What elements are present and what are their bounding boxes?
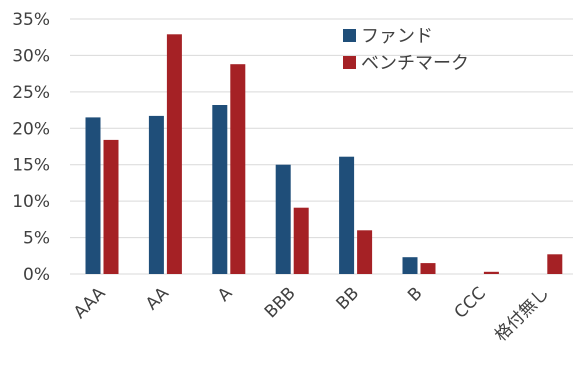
fund-bar-3 [212,105,228,274]
benchmark-bar-3 [230,64,246,274]
legend-label-benchmark: ベンチマーク [361,53,469,74]
x-tick-label: AAA [70,283,110,323]
x-tick-label: BBB [261,283,300,322]
x-axis-ticks: AAA AA A BBB BB B CCC 格付無し [70,283,553,345]
benchmark-bar-6 [420,263,436,274]
x-tick-label: B [404,283,426,305]
y-tick-label: 15% [12,156,50,176]
gridlines [70,18,573,275]
bars [85,34,563,275]
x-tick-label: AA [142,283,173,314]
fund-bar-2 [148,115,164,275]
legend: ファンド ベンチマーク [343,26,469,74]
benchmark-bar-1 [103,139,119,274]
y-tick-label: 25% [12,83,50,103]
y-tick-label: 20% [12,119,50,139]
y-tick-label: 5% [23,229,50,249]
benchmark-bar-4 [293,207,309,274]
y-tick-label: 10% [12,192,50,212]
y-tick-label: 0% [23,265,50,285]
x-tick-label: A [214,283,237,306]
benchmark-bar-5 [357,230,373,274]
fund-bar-5 [339,156,355,274]
y-tick-label: 30% [12,46,50,66]
fund-bar-4 [275,164,291,274]
x-tick-label: BB [332,283,363,314]
fund-bar-6 [402,257,418,274]
legend-swatch-fund [343,29,356,42]
y-tick-label: 35% [12,10,50,30]
benchmark-bar-8 [547,254,563,274]
benchmark-bar-7 [483,271,499,274]
legend-label-fund: ファンド [361,26,433,47]
x-tick-label: CCC [451,283,490,322]
fund-bar-1 [85,117,101,275]
y-axis-ticks: 0% 5% 10% 15% 20% 25% 30% 35% [12,10,50,285]
x-tick-label: 格付無し [491,283,553,345]
benchmark-bar-2 [166,34,182,274]
legend-swatch-benchmark [343,56,356,69]
